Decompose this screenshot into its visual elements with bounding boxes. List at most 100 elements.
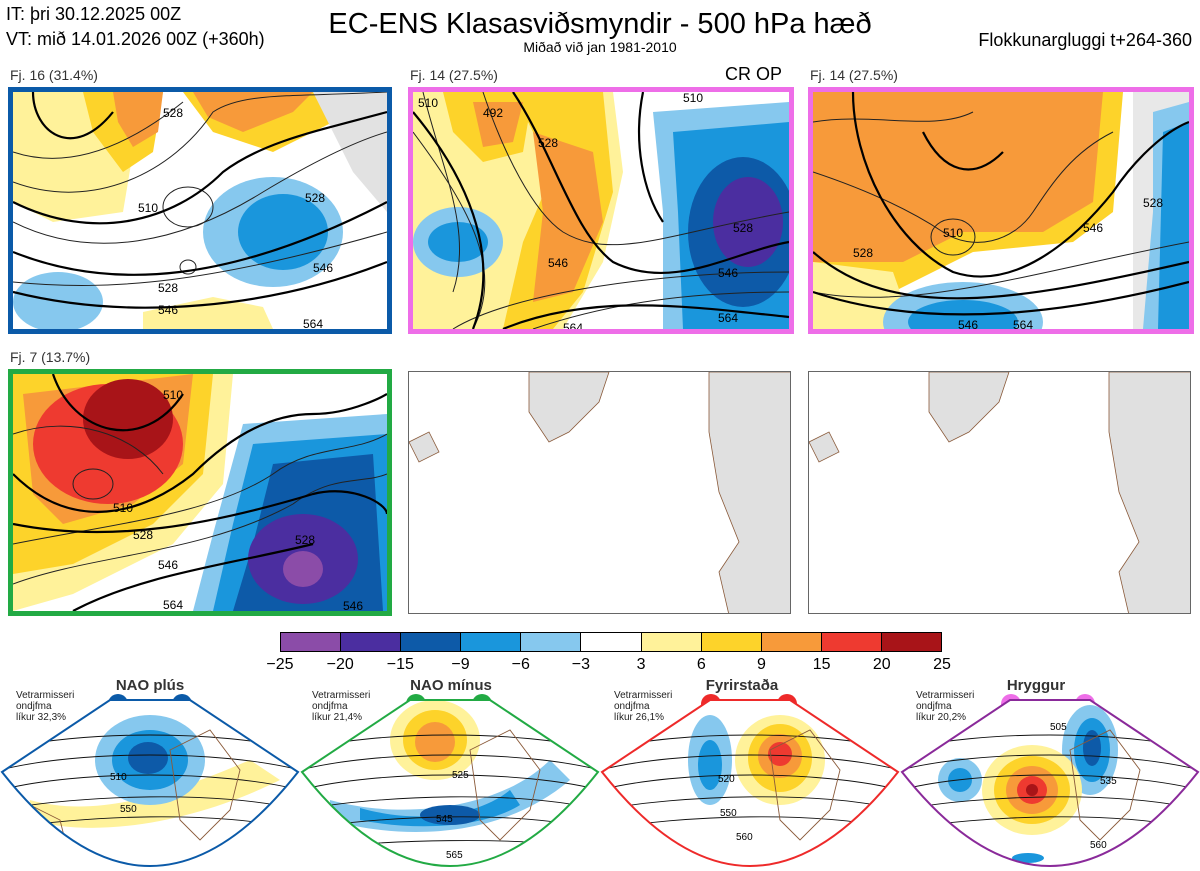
contour-label: 528 — [305, 191, 325, 205]
contour-label: 546 — [958, 318, 978, 329]
colorbar-swatch — [461, 633, 522, 651]
regime-note-line: ondjfma — [614, 701, 650, 712]
cluster-map-2-field: 492 510 528 546 564 510 528 546 564 — [413, 92, 789, 329]
contour-label: 546 — [158, 303, 178, 317]
colorbar-tick-label: 3 — [636, 656, 646, 673]
colorbar-tick-label: 15 — [812, 656, 831, 673]
regime-title: NAO plús — [115, 677, 185, 694]
cluster-map-2: 492 510 528 546 564 510 528 546 564 — [408, 87, 794, 334]
contour-label: 550 — [720, 808, 737, 819]
contour-label: 510 — [110, 772, 127, 783]
basemap-5 — [409, 372, 790, 613]
regime-note-line: líkur 32,3% — [16, 712, 67, 723]
page-title: EC-ENS Klasasviðsmyndir - 500 hPa hæð — [328, 8, 872, 40]
contour-label: 545 — [436, 814, 453, 825]
regime-note-line: ondjfma — [312, 701, 348, 712]
valid-time: VT: mið 14.01.2026 00Z (+360h) — [6, 29, 265, 49]
colorbar-swatch — [401, 633, 462, 651]
contour-label: 564 — [303, 317, 323, 329]
contour-label: 546 — [313, 261, 333, 275]
regime-map-nao-plus: 510 550 — [0, 699, 300, 867]
regime-title: Hryggur — [1006, 677, 1066, 694]
contour-label: 510 — [163, 388, 183, 402]
contour-label: 564 — [163, 598, 183, 611]
regime-note-line: líkur 20,2% — [916, 712, 967, 723]
colorbar-swatch — [581, 633, 642, 651]
contour-label: 564 — [1013, 318, 1033, 329]
contour-label: 546 — [343, 599, 363, 611]
regime-map-blocking: 520 550 560 — [600, 699, 900, 867]
colorbar-tick-label: −6 — [511, 656, 530, 673]
regime-note-line: Vetrarmisseri — [16, 690, 75, 701]
contour-label: 528 — [163, 106, 183, 120]
contour-label: 565 — [446, 850, 463, 861]
colorbar-tick-label: −3 — [571, 656, 591, 673]
contour-label: 492 — [483, 106, 503, 120]
regime-note-line: ondjfma — [16, 701, 52, 712]
colorbar-swatch — [881, 633, 942, 651]
contour-label: 546 — [718, 266, 738, 280]
regime-note-line: líkur 26,1% — [614, 712, 665, 723]
contour-label: 528 — [158, 281, 178, 295]
cluster-map-3-field: 510 528 546 528 546 564 — [813, 92, 1189, 329]
colorbar-swatch — [701, 633, 762, 651]
classification-window: Flokkunargluggi t+264-360 — [978, 30, 1192, 50]
basemap-6 — [809, 372, 1190, 613]
contour-label: 510 — [113, 501, 133, 515]
empty-map-6 — [808, 371, 1191, 614]
regime-title: NAO mínus — [410, 677, 492, 694]
regime-note-line: ondjfma — [916, 701, 952, 712]
colorbar-swatch — [341, 633, 402, 651]
contour-label: 520 — [718, 774, 735, 785]
colorbar-tick-label: 25 — [933, 656, 951, 673]
contour-label: 528 — [538, 136, 558, 150]
page-subtitle: Miðað við jan 1981-2010 — [523, 39, 677, 55]
regime-title: Fyrirstaða — [705, 677, 779, 694]
empty-map-5 — [408, 371, 791, 614]
colorbar-tick-label: 9 — [757, 656, 766, 673]
regime-note: Vetrarmisseri ondjfma líkur 21,4% — [312, 690, 370, 723]
regime-map-nao-minus: 525 545 565 — [300, 699, 600, 867]
contour-label: 546 — [158, 558, 178, 572]
init-time: IT: þri 30.12.2025 00Z — [6, 4, 182, 24]
contour-label: 546 — [548, 256, 568, 270]
contour-label: 550 — [120, 804, 137, 815]
panel-2-label: Fj. 14 (27.5%) — [410, 67, 498, 83]
contour-label: 510 — [943, 226, 963, 240]
colorbar-tick-label: −15 — [386, 656, 414, 673]
colorbar-tick-label: 6 — [696, 656, 706, 673]
colorbar-tick-label: −9 — [451, 656, 470, 673]
colorbar-swatch — [281, 633, 342, 651]
panel-3-label: Fj. 14 (27.5%) — [810, 67, 898, 83]
contour-label: 528 — [133, 528, 153, 542]
cluster-map-1: 528 510 528 546 528 546 564 — [8, 87, 392, 334]
contour-label: 560 — [1090, 840, 1107, 851]
contour-label: 535 — [1100, 776, 1117, 787]
panel-1-label: Fj. 16 (31.4%) — [10, 67, 98, 83]
regime-note: Vetrarmisseri ondjfma líkur 26,1% — [614, 690, 672, 723]
contour-label: 546 — [1083, 221, 1103, 235]
contour-label: 505 — [1050, 722, 1067, 733]
regime-note-line: Vetrarmisseri — [916, 690, 975, 701]
contour-label: 528 — [853, 246, 873, 260]
regime-map-ridge: 505 535 560 — [900, 699, 1200, 867]
cluster-map-4: 510 510 528 546 564 528 546 — [8, 369, 392, 616]
colorbar-swatch — [641, 633, 702, 651]
panel-4-label: Fj. 7 (13.7%) — [10, 349, 91, 365]
contour-label: 528 — [295, 533, 315, 547]
contour-label: 510 — [138, 201, 158, 215]
contour-label: 560 — [736, 832, 753, 843]
contour-label: 525 — [452, 770, 469, 781]
cluster-map-1-field: 528 510 528 546 528 546 564 — [13, 92, 387, 329]
regime-note-line: Vetrarmisseri — [312, 690, 371, 701]
contour-label: 528 — [733, 221, 753, 235]
contour-label: 564 — [718, 311, 738, 325]
cluster-map-4-field: 510 510 528 546 564 528 546 — [13, 374, 387, 611]
colorbar-tick-label: −20 — [326, 656, 354, 673]
contour-label: 564 — [563, 321, 583, 329]
regime-note-line: Vetrarmisseri — [614, 690, 673, 701]
colorbar-tick-label: −25 — [266, 656, 294, 673]
regime-note-line: líkur 21,4% — [312, 712, 363, 723]
contour-label: 528 — [1143, 196, 1163, 210]
panel-2-control-marker: CR OP — [725, 64, 783, 84]
